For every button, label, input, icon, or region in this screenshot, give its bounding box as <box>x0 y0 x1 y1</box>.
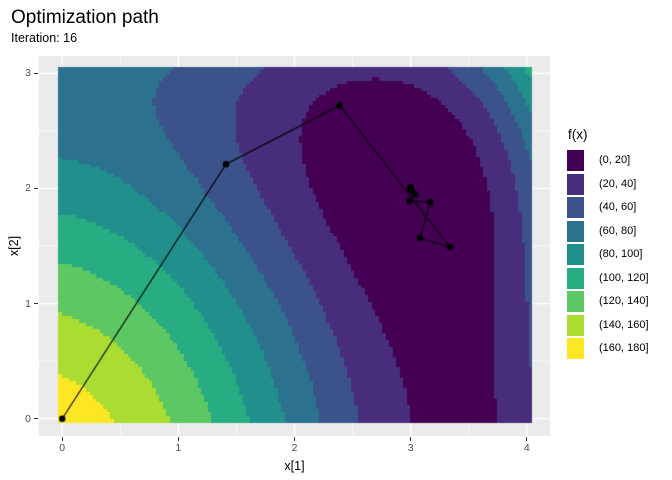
legend-label: (120, 140] <box>599 295 649 307</box>
legend-swatch <box>567 314 584 336</box>
y-tick-label: 2 <box>25 182 31 195</box>
legend-swatch <box>567 291 584 312</box>
y-tick-mark <box>34 418 38 420</box>
y-tick-mark <box>34 72 38 74</box>
y-tick-mark <box>34 187 38 189</box>
y-axis-title: x[2] <box>7 235 21 257</box>
legend-label: (40, 60] <box>599 201 637 213</box>
x-tick-label: 4 <box>523 442 530 454</box>
legend-label: (60, 80] <box>599 224 637 237</box>
legend-swatch <box>567 244 584 265</box>
y-tick-label: 3 <box>25 67 31 80</box>
legend-label: (100, 120] <box>599 271 649 284</box>
x-tick-mark <box>526 437 528 441</box>
legend-swatch <box>567 173 584 195</box>
legend-label: (20, 40] <box>599 177 637 190</box>
x-tick-label: 0 <box>59 442 66 454</box>
x-tick-label: 3 <box>407 442 414 454</box>
x-tick-label: 2 <box>291 442 298 454</box>
legend-label: (80, 100] <box>599 248 643 260</box>
x-tick-label: 1 <box>175 442 182 454</box>
x-axis-title: x[1] <box>284 459 305 473</box>
legend-label: (140, 160] <box>599 318 649 331</box>
legend-swatch <box>567 150 584 171</box>
legend-swatch <box>567 267 584 289</box>
legend-swatch <box>567 338 584 359</box>
plot-subtitle: Iteration: 16 <box>11 31 78 45</box>
plot-title: Optimization path <box>11 7 159 28</box>
legend-title: f(x) <box>568 127 588 142</box>
x-tick-mark <box>177 437 179 441</box>
y-tick-label: 0 <box>25 412 31 425</box>
legend-swatch <box>567 197 584 218</box>
y-tick-label: 1 <box>25 297 31 310</box>
legend-swatch <box>567 220 584 242</box>
contour-canvas <box>39 56 550 436</box>
x-tick-mark <box>61 437 63 441</box>
legend-label: (160, 180] <box>599 342 649 354</box>
x-tick-mark <box>294 437 295 441</box>
legend-label: (0, 20] <box>599 154 631 166</box>
y-tick-mark <box>34 303 38 305</box>
x-tick-mark <box>410 437 412 441</box>
